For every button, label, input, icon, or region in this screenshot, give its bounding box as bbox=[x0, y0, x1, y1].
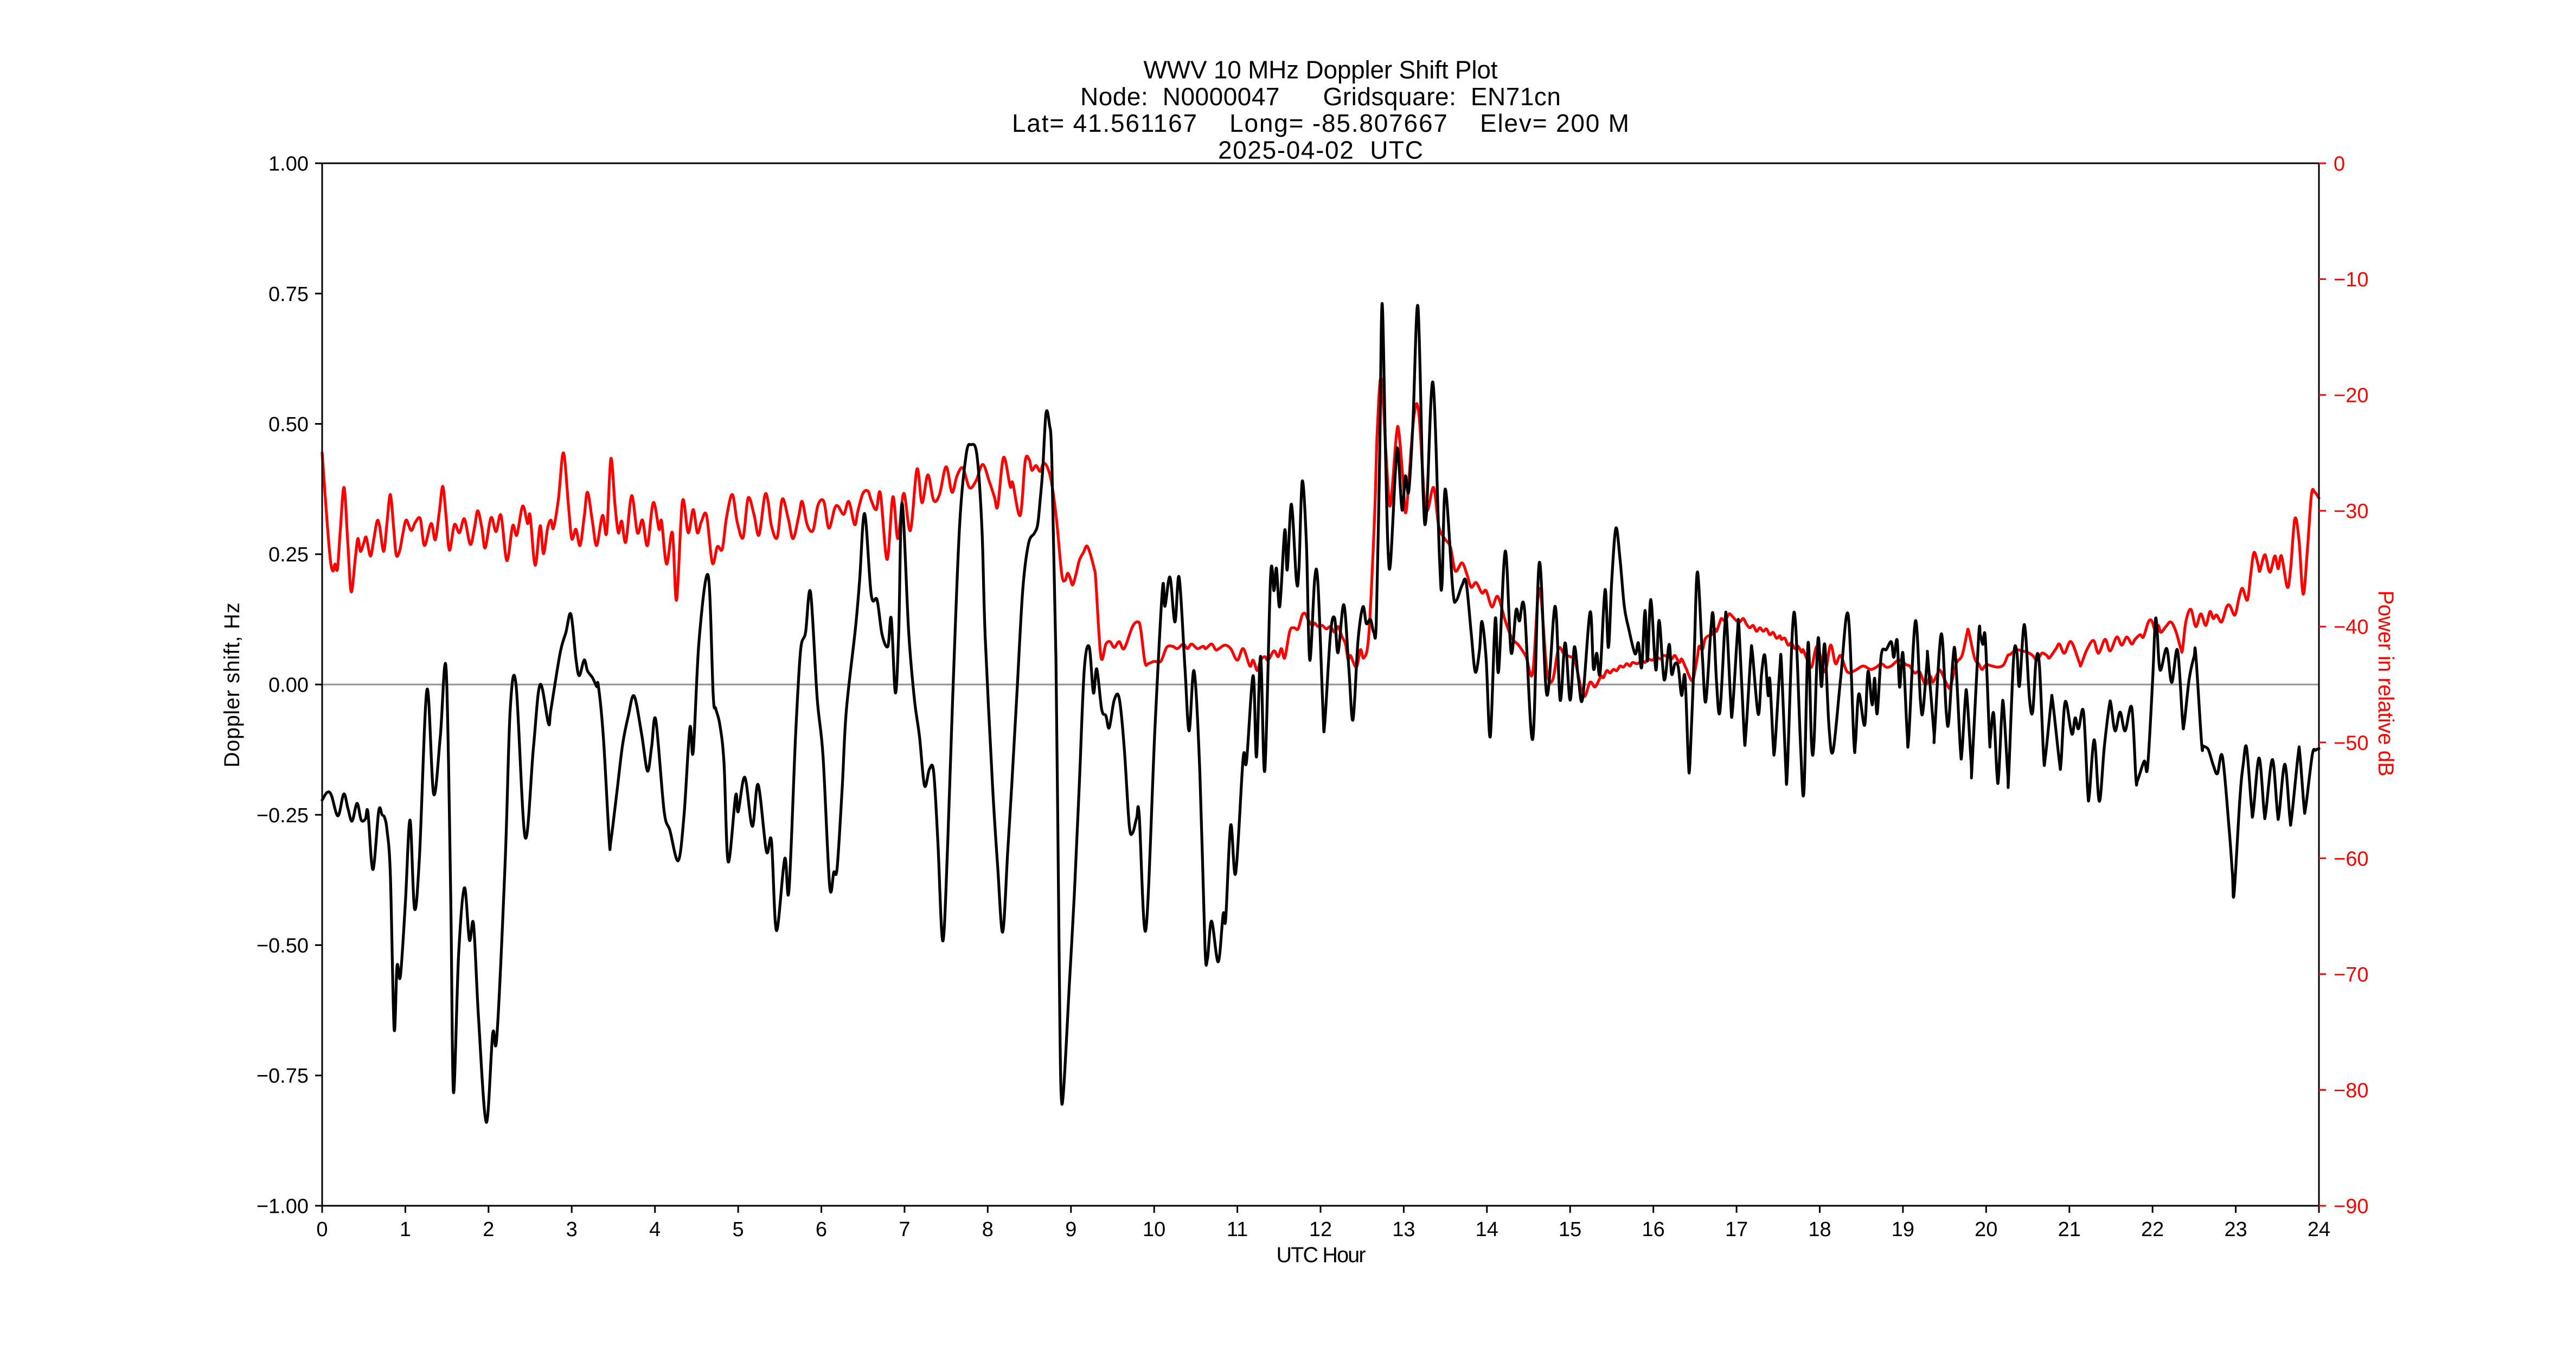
svg-text:1.00: 1.00 bbox=[268, 153, 309, 176]
svg-text:0.25: 0.25 bbox=[268, 543, 309, 566]
svg-text:−30: −30 bbox=[2334, 500, 2368, 523]
svg-text:−70: −70 bbox=[2334, 963, 2368, 986]
svg-text:16: 16 bbox=[1642, 1218, 1665, 1241]
svg-text:0.50: 0.50 bbox=[268, 413, 309, 436]
svg-text:20: 20 bbox=[1975, 1218, 1997, 1241]
svg-text:Node: N0000047 Gridsquar: Node: N0000047 Gridsquare: EN71cn bbox=[1080, 82, 1561, 111]
svg-text:2025-04-02 UTC: 2025-04-02 UTC bbox=[1218, 136, 1423, 164]
svg-text:−80: −80 bbox=[2334, 1079, 2368, 1102]
svg-text:21: 21 bbox=[2058, 1218, 2081, 1241]
svg-text:Lat= 41.561167 Long= -85.80: Lat= 41.561167 Long= -85.807667 Elev= 20… bbox=[1012, 109, 1629, 137]
svg-text:3: 3 bbox=[566, 1218, 578, 1241]
svg-text:Doppler shift, Hz: Doppler shift, Hz bbox=[220, 603, 244, 767]
svg-text:−0.50: −0.50 bbox=[257, 935, 309, 957]
svg-text:2: 2 bbox=[483, 1218, 494, 1241]
svg-text:11: 11 bbox=[1227, 1218, 1248, 1241]
svg-text:15: 15 bbox=[1559, 1218, 1581, 1241]
svg-text:Power in relative dB: Power in relative dB bbox=[2374, 591, 2398, 777]
svg-text:WWV 10 MHz Doppler Shift Plot: WWV 10 MHz Doppler Shift Plot bbox=[1144, 56, 1498, 84]
svg-text:−0.25: −0.25 bbox=[257, 804, 309, 827]
svg-text:8: 8 bbox=[982, 1218, 994, 1241]
svg-text:−0.75: −0.75 bbox=[257, 1065, 309, 1088]
svg-text:17: 17 bbox=[1725, 1218, 1748, 1241]
svg-text:1: 1 bbox=[400, 1218, 411, 1241]
svg-text:−10: −10 bbox=[2334, 268, 2368, 291]
svg-text:7: 7 bbox=[899, 1218, 910, 1241]
svg-text:−40: −40 bbox=[2334, 616, 2368, 639]
svg-text:4: 4 bbox=[649, 1218, 661, 1241]
svg-text:22: 22 bbox=[2141, 1218, 2164, 1241]
svg-text:9: 9 bbox=[1065, 1218, 1076, 1241]
svg-text:0.00: 0.00 bbox=[268, 674, 309, 697]
svg-text:−90: −90 bbox=[2334, 1195, 2368, 1218]
svg-text:5: 5 bbox=[733, 1218, 744, 1241]
svg-text:19: 19 bbox=[1892, 1218, 1914, 1241]
svg-text:23: 23 bbox=[2224, 1218, 2247, 1241]
svg-text:−60: −60 bbox=[2334, 848, 2368, 871]
svg-text:−50: −50 bbox=[2334, 732, 2368, 754]
svg-text:12: 12 bbox=[1309, 1218, 1332, 1241]
svg-text:10: 10 bbox=[1143, 1218, 1165, 1241]
svg-text:−1.00: −1.00 bbox=[257, 1195, 309, 1218]
svg-text:−20: −20 bbox=[2334, 385, 2368, 407]
svg-text:UTC Hour: UTC Hour bbox=[1277, 1243, 1366, 1267]
svg-text:13: 13 bbox=[1392, 1218, 1415, 1241]
svg-text:0.75: 0.75 bbox=[268, 283, 309, 306]
svg-text:0: 0 bbox=[316, 1218, 328, 1241]
svg-text:6: 6 bbox=[816, 1218, 827, 1241]
svg-text:0: 0 bbox=[2334, 153, 2345, 176]
svg-text:18: 18 bbox=[1808, 1218, 1831, 1241]
svg-text:24: 24 bbox=[2308, 1218, 2330, 1241]
svg-text:14: 14 bbox=[1476, 1218, 1498, 1241]
